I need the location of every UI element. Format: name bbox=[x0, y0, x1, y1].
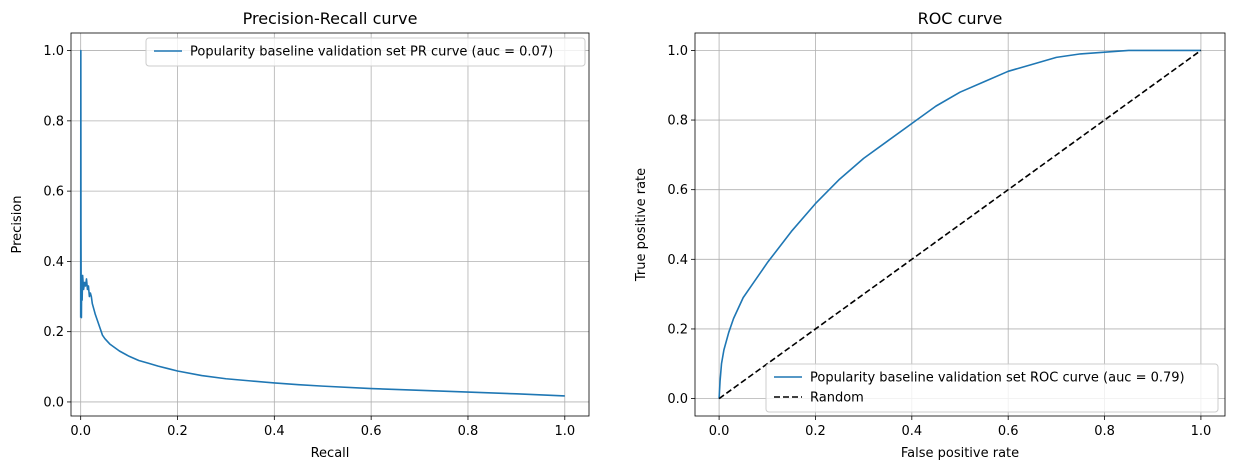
series-line bbox=[718, 49, 1201, 399]
y-tick-label: 0.6 bbox=[667, 183, 688, 198]
x-tick-label: 0.0 bbox=[709, 424, 730, 439]
y-tick-label: 0.8 bbox=[43, 114, 64, 129]
grid bbox=[71, 33, 589, 416]
plot-frame bbox=[694, 32, 1226, 417]
x-tick-label: 0.2 bbox=[167, 424, 188, 439]
precision-recall-chart: Precision-Recall curve Recall Precision … bbox=[10, 9, 590, 461]
y-tick-label: 0.2 bbox=[43, 325, 64, 340]
x-axis-label: False positive rate bbox=[901, 446, 1019, 461]
x-tick-label: 0.0 bbox=[70, 424, 91, 439]
y-axis-label: True positive rate bbox=[634, 168, 649, 282]
legend-box bbox=[145, 37, 586, 67]
x-tick-label: 0.4 bbox=[264, 424, 285, 439]
y-tick-label: 0.4 bbox=[43, 255, 64, 270]
legend-box bbox=[765, 363, 1219, 413]
x-tick-label: 0.6 bbox=[998, 424, 1019, 439]
x-tick-label: 0.2 bbox=[805, 424, 826, 439]
y-tick-label: 0.0 bbox=[667, 392, 688, 407]
y-tick-label: 1.0 bbox=[667, 44, 688, 59]
y-tick-label: 0.6 bbox=[43, 185, 64, 200]
series-line bbox=[718, 49, 1202, 400]
y-tick-label: 0.8 bbox=[667, 114, 688, 129]
y-tick-label: 1.0 bbox=[43, 44, 64, 59]
roc-chart: ROC curve False positive rate True posit… bbox=[634, 9, 1226, 461]
series-line bbox=[79, 49, 565, 397]
legend: Popularity baseline validation set ROC c… bbox=[765, 363, 1219, 413]
x-tick-label: 0.4 bbox=[901, 424, 922, 439]
x-tick-label: 1.0 bbox=[1191, 424, 1212, 439]
plot-frame bbox=[70, 32, 590, 417]
legend-label: Popularity baseline validation set PR cu… bbox=[190, 45, 553, 60]
chart-title: ROC curve bbox=[918, 9, 1003, 28]
x-tick-label: 0.8 bbox=[458, 424, 479, 439]
x-tick-label: 1.0 bbox=[554, 424, 575, 439]
y-axis-label: Precision bbox=[10, 195, 25, 253]
y-tick-label: 0.0 bbox=[43, 395, 64, 410]
legend-label: Popularity baseline validation set ROC c… bbox=[810, 371, 1185, 386]
chart-title: Precision-Recall curve bbox=[243, 9, 418, 28]
y-tick-label: 0.4 bbox=[667, 253, 688, 268]
x-tick-label: 0.8 bbox=[1094, 424, 1115, 439]
y-tick-label: 0.2 bbox=[667, 322, 688, 337]
legend-label: Random bbox=[810, 391, 864, 406]
legend: Popularity baseline validation set PR cu… bbox=[145, 37, 586, 67]
x-axis-label: Recall bbox=[311, 446, 350, 461]
grid bbox=[695, 33, 1225, 416]
x-tick-label: 0.6 bbox=[361, 424, 382, 439]
